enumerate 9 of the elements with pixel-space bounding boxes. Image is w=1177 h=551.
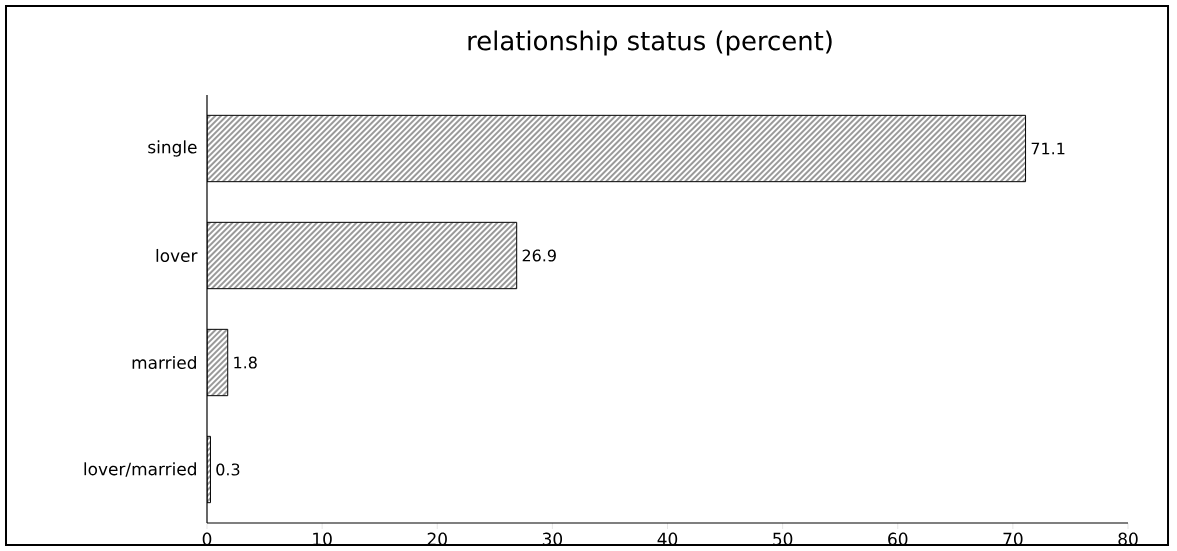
data-label: 26.9 [522, 249, 556, 262]
y-tick-label: lover [156, 248, 198, 263]
y-tick-label: lover/married [84, 462, 196, 477]
data-label: 0.3 [216, 463, 240, 476]
chart-title: relationship status (percent) [468, 30, 832, 56]
y-tick-label: single [148, 140, 197, 157]
y-tick-label: married [132, 355, 196, 370]
data-label: 1.8 [234, 356, 257, 369]
data-label: 71.1 [1031, 142, 1065, 155]
